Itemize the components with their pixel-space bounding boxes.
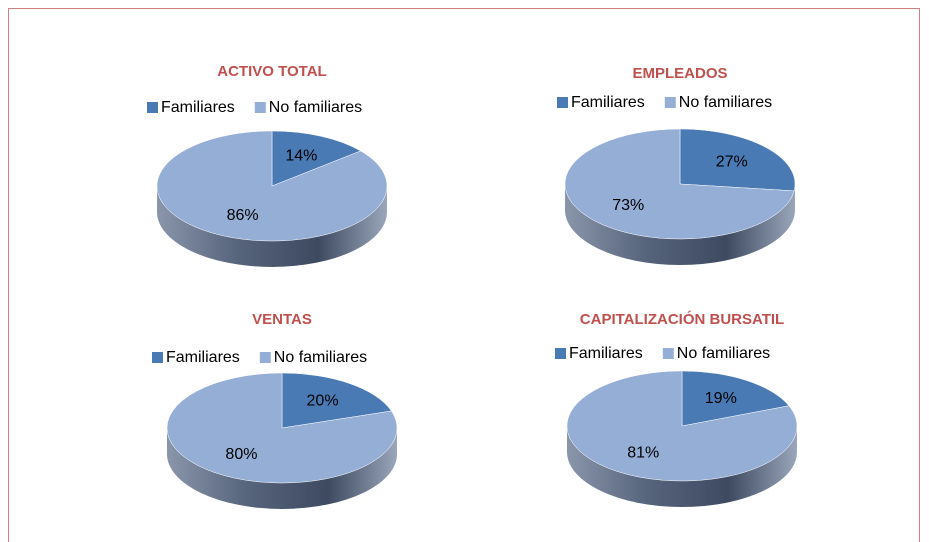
legend-swatch	[152, 352, 163, 363]
pie-side	[567, 426, 797, 507]
legend-label: Familiares	[571, 94, 645, 111]
legend-label: Familiares	[161, 99, 235, 116]
pie-slice	[166, 372, 398, 484]
legend-label: No familiares	[679, 94, 772, 111]
pie-side	[565, 184, 795, 265]
pie-slice	[681, 370, 790, 427]
legend-label: No familiares	[677, 345, 770, 362]
legend-label: Familiares	[569, 345, 643, 362]
legend-swatch	[662, 348, 674, 359]
data-label: 81%	[627, 445, 659, 462]
pie-slice	[564, 128, 795, 240]
data-label: 19%	[705, 390, 737, 407]
legend-label: No familiares	[269, 99, 362, 116]
legend-swatch	[147, 102, 158, 113]
data-label: 73%	[612, 197, 644, 214]
pie-side	[167, 428, 397, 509]
data-label: 20%	[307, 393, 339, 410]
frame	[8, 8, 920, 542]
pie-slice	[271, 130, 362, 187]
chart-title: CAPITALIZACIÓN BURSATIL	[580, 310, 784, 328]
legend-label: No familiares	[274, 349, 367, 366]
pie-slice	[281, 372, 392, 429]
legend-swatch	[555, 348, 566, 359]
pie-slice	[679, 128, 796, 192]
data-label: 27%	[716, 153, 748, 170]
data-label: 80%	[225, 446, 257, 463]
legend-swatch	[254, 102, 266, 113]
data-label: 86%	[227, 207, 259, 224]
pie-side	[157, 186, 387, 267]
legend-label: Familiares	[166, 349, 240, 366]
pie-slice	[156, 130, 388, 242]
legend-swatch	[259, 352, 271, 363]
chart-title: EMPLEADOS	[632, 65, 727, 82]
chart-title: ACTIVO TOTAL	[217, 63, 326, 80]
data-label: 14%	[285, 147, 317, 164]
chart-title: VENTAS	[252, 311, 312, 328]
pie-slice	[566, 370, 798, 482]
legend-swatch	[557, 97, 568, 108]
legend-swatch	[664, 97, 676, 108]
